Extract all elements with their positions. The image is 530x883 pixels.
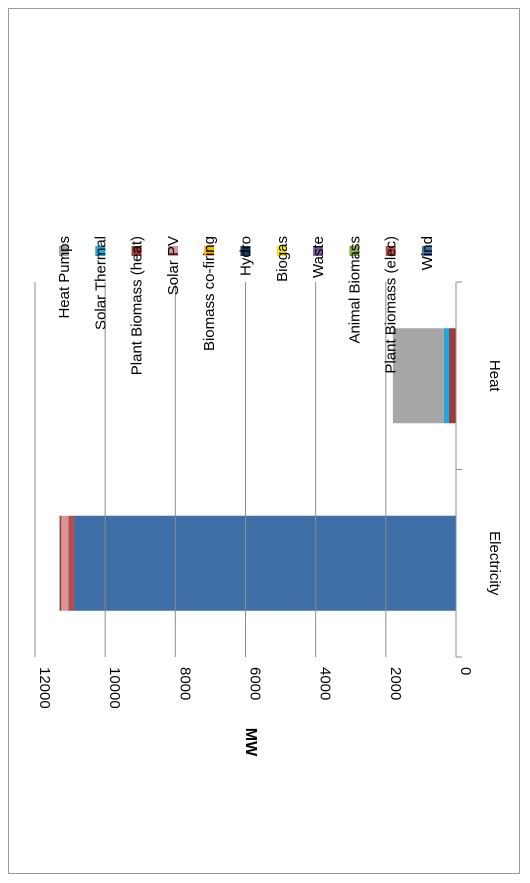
bar-segment [73,515,456,611]
y-tick-label: 6000 [247,667,264,700]
bar-segment [443,328,449,424]
legend-label: Biomass co-firing [201,236,218,351]
y-tick-label: 12000 [36,667,53,709]
legend-swatch [385,246,396,256]
y-tick-label: 0 [457,667,474,675]
y-tick-label: 8000 [176,667,193,700]
y-axis-label: MW [242,728,259,757]
legend: Heat Pumps Solar Thermal Plant Biomass (he… [56,236,436,375]
legend-swatch [95,246,106,256]
plot-area [59,328,456,611]
bar-segment [392,328,444,424]
category-label: Electricity [486,531,503,596]
legend-label: Biogas [274,236,291,282]
legend-swatch [349,246,360,256]
legend-label: Hydro [238,236,255,276]
legend-label: Waste [310,236,327,278]
legend-label: Solar Thermal [92,236,109,330]
legend-label: Wind [419,236,436,270]
legend-swatch [204,246,215,256]
legend-swatch [240,246,251,256]
bar-segment [448,328,456,424]
legend-swatch [313,246,324,256]
legend-label: Solar PV [165,236,182,295]
legend-swatch [59,246,69,256]
y-tick-label: 10000 [106,667,123,709]
axes: 0 2000 4000 6000 8000 10000 12000 Electricity He… [34,281,503,709]
y-tick-label: 4000 [317,667,334,700]
legend-swatch [167,246,178,256]
bar-segment [59,515,62,611]
legend-label: Heat Pumps [56,236,73,319]
y-tick-label: 2000 [387,667,404,700]
chart-frame [8,8,520,874]
legend-swatch [422,246,432,256]
legend-label: Plant Biomass (elec) [383,236,400,374]
legend-swatch [131,246,142,256]
legend-label: Plant Biomass (heat) [129,236,146,375]
bar-segment [68,515,74,611]
legend-label: Animal Biomass [346,236,363,344]
legend-swatch [276,246,287,256]
bar-segment [61,515,69,611]
category-label: Heat [486,360,503,393]
